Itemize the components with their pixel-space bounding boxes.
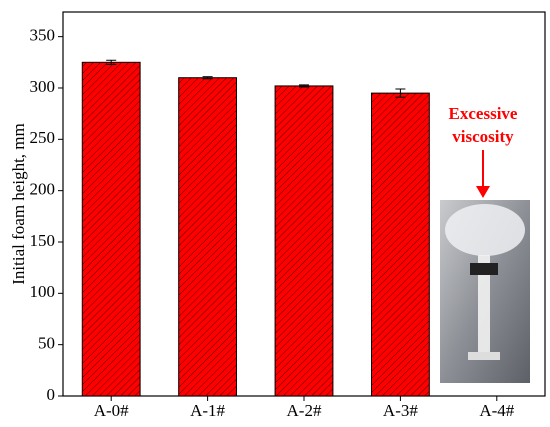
bar — [178, 77, 238, 397]
photo — [440, 200, 530, 383]
annotation: viscosity — [452, 127, 514, 146]
y-tick-label: 250 — [30, 128, 56, 147]
x-tick-label: A-4# — [479, 401, 514, 420]
x-tick-label: A-0# — [94, 401, 129, 420]
x-tick-label: A-1# — [190, 401, 225, 420]
annotation: Excessive — [449, 104, 518, 123]
x-tick-label: A-2# — [287, 401, 322, 420]
bar — [81, 61, 141, 397]
y-tick-label: 200 — [30, 180, 56, 199]
arrow-head — [476, 186, 490, 198]
bar — [370, 92, 430, 397]
y-tick-label: 350 — [30, 26, 56, 45]
y-axis-label: Initial foam height, mm — [9, 123, 28, 284]
x-tick-label: A-3# — [383, 401, 418, 420]
y-tick-label: 0 — [47, 385, 56, 404]
y-tick-label: 100 — [30, 282, 56, 301]
y-tick-label: 300 — [30, 77, 56, 96]
bar — [274, 85, 334, 397]
y-tick-label: 50 — [38, 334, 55, 353]
y-tick-label: 150 — [30, 231, 56, 250]
